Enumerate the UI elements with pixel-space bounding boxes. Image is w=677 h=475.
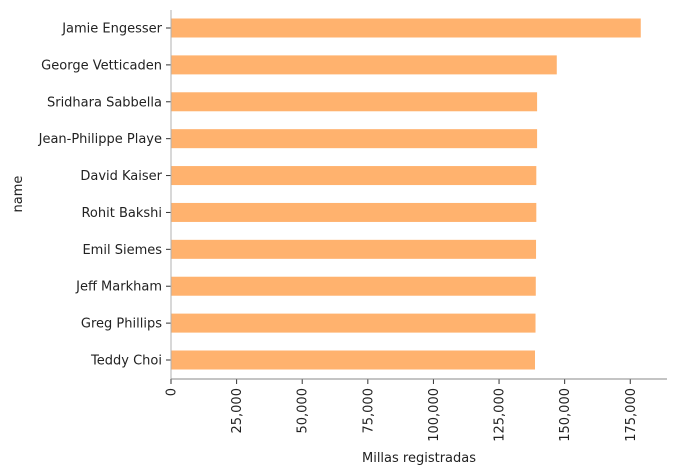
category-label: Jamie Engesser [61,22,162,37]
category-label: David Kaiser [80,169,162,184]
bar [171,129,538,149]
bar [171,239,537,259]
category-label: Sridhara Sabbella [47,95,162,110]
bar [171,313,536,333]
category-label: Emil Siemes [82,243,162,258]
x-tick-label: 100,000 [427,388,442,442]
x-tick-label: 175,000 [624,388,639,442]
category-label: Jean-Philippe Playe [38,132,162,147]
bar [171,18,641,38]
category-label: Greg Phillips [81,317,162,332]
x-tick-label: 75,000 [361,388,376,434]
y-axis-title: name [11,176,26,213]
x-tick-label: 150,000 [558,388,573,442]
bar [171,92,538,112]
bar [171,166,537,186]
x-axis-title: Millas registradas [362,451,476,466]
bars-group [171,18,641,370]
bar [171,55,557,75]
x-tick-label: 25,000 [230,388,245,434]
bar [171,350,535,370]
bar [171,276,536,296]
x-axis-ticks: 0 25,000 50,000 75,000 100,000 125,000 150,000… [165,379,639,442]
x-tick-label: 0 [165,388,180,396]
x-tick-label: 50,000 [296,388,311,434]
category-labels: Jamie Engesser George Vetticaden Sridhara … [38,22,171,369]
category-label: Teddy Choi [90,354,162,369]
category-label: George Vetticaden [41,58,162,73]
category-label: Jeff Markham [75,280,162,295]
x-tick-label: 125,000 [493,388,508,442]
category-label: Rohit Bakshi [81,206,162,221]
bar [171,202,537,222]
